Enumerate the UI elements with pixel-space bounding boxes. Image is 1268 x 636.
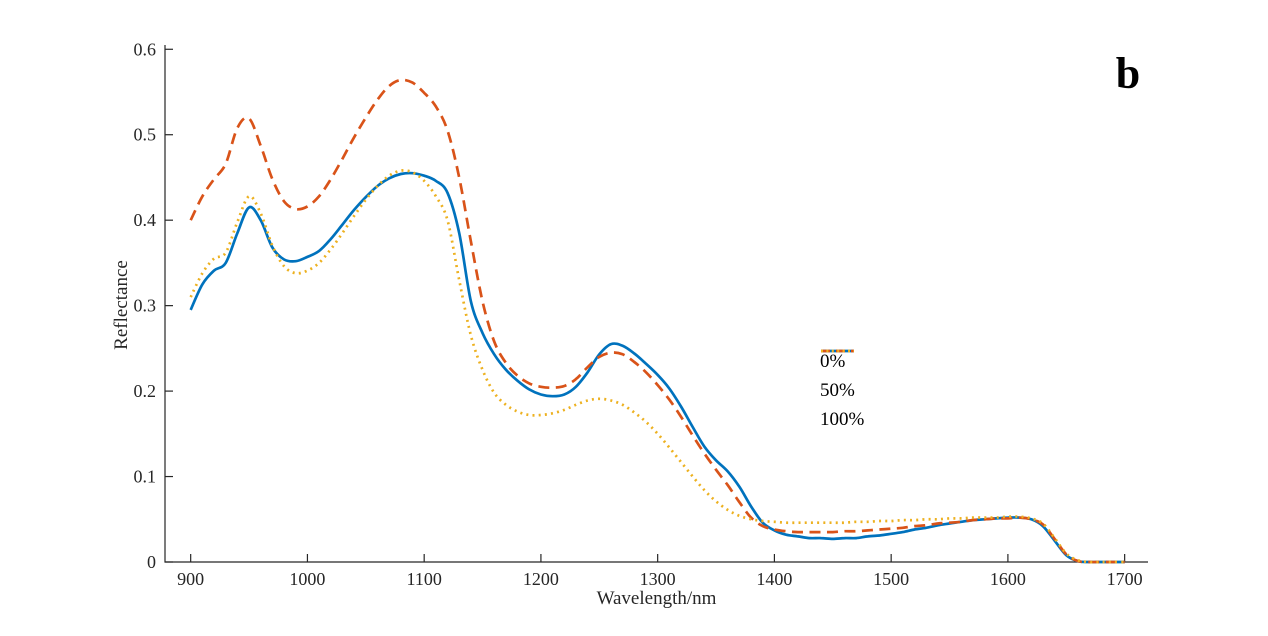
x-tick-label: 900 (177, 569, 204, 589)
x-tick-label: 1200 (523, 569, 559, 589)
y-tick-label: 0 (147, 552, 156, 572)
series-line-100% (189, 169, 1125, 564)
legend-label: 50% (820, 380, 855, 401)
series-line-0% (189, 171, 1125, 564)
x-tick-label: 1400 (756, 569, 792, 589)
y-tick-label: 0.6 (134, 39, 157, 59)
x-tick-label: 1600 (990, 569, 1026, 589)
legend-label: 100% (820, 409, 865, 430)
panel-letter: b (1115, 49, 1141, 98)
y-tick-label: 0.5 (134, 125, 157, 145)
y-tick-label: 0.1 (134, 467, 157, 487)
x-tick-label: 1700 (1107, 569, 1143, 589)
legend-label: 0% (820, 351, 846, 372)
x-tick-label: 1500 (873, 569, 909, 589)
legend-swatch-dotted-line (821, 349, 854, 353)
y-tick-label: 0.3 (134, 296, 157, 316)
axis-spines (164, 45, 1148, 563)
legend-item-50%: 50% (820, 349, 864, 405)
y-tick-label: 0.4 (134, 210, 157, 230)
x-tick-label: 1000 (289, 569, 325, 589)
legend-item-100%: 100% (820, 349, 865, 434)
x-tick-label: 1100 (407, 569, 442, 589)
y-tick-label: 0.2 (134, 381, 157, 401)
y-axis-title: Reflectance (111, 260, 132, 350)
x-axis-title: Wavelength/nm (596, 588, 717, 609)
legend: 0% 50% 100% (820, 347, 864, 434)
x-tick-label: 1300 (640, 569, 676, 589)
series-line-50% (189, 78, 1125, 564)
